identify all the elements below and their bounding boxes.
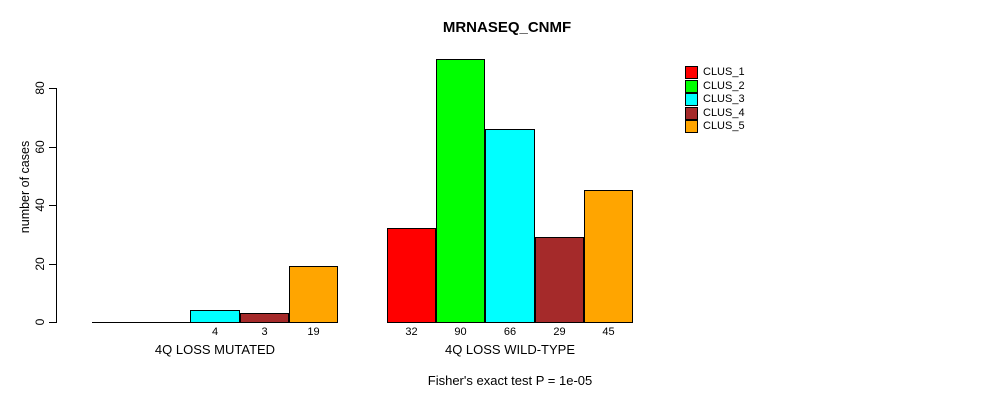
y-axis-tick — [49, 147, 56, 148]
y-axis-line — [56, 88, 57, 323]
bar-clus_3 — [190, 310, 240, 323]
legend-item: CLUS_4 — [685, 107, 745, 121]
legend-swatch-clus_4 — [685, 106, 698, 120]
legend-item: CLUS_1 — [685, 66, 745, 80]
y-axis-tick-label: 40 — [33, 198, 47, 212]
legend-item-label: CLUS_1 — [703, 66, 745, 78]
legend-item-label: CLUS_2 — [703, 79, 745, 92]
legend-item-label: CLUS_3 — [703, 93, 745, 105]
bar-value-label: 4 — [211, 326, 219, 338]
annotation-text: Fisher's exact test P = 1e-05 — [427, 373, 593, 388]
legend-swatch-clus_2 — [685, 79, 698, 93]
bar-clus_1 — [387, 228, 436, 323]
bar-clus_4 — [240, 313, 289, 323]
bar-clus_2 — [436, 59, 485, 323]
y-axis-tick-label: 0 — [33, 318, 47, 326]
bar-clus_5 — [289, 266, 338, 323]
bar-value-label: 66 — [503, 326, 517, 338]
legend: CLUS_1 CLUS_2 CLUS_3 CLUS_4 CLUS_5 — [685, 66, 745, 134]
y-axis-tick — [49, 264, 56, 265]
legend-item: CLUS_2 — [685, 80, 745, 94]
legend-item-label: CLUS_5 — [703, 120, 745, 132]
legend-swatch-clus_1 — [685, 66, 698, 80]
bar-value-label: 19 — [307, 326, 320, 338]
bar-value-label: 90 — [454, 326, 467, 338]
y-axis-tick-label: 60 — [33, 140, 47, 154]
bar-value-label: 29 — [553, 326, 566, 338]
y-axis-tick — [49, 88, 56, 89]
bar-value-label: 45 — [602, 326, 615, 338]
chart-title: MRNASEQ_CNMF — [442, 19, 572, 36]
legend-item: CLUS_3 — [685, 93, 745, 107]
y-axis-tick-label: 80 — [33, 81, 47, 95]
group-label: 4Q LOSS MUTATED — [154, 342, 276, 357]
legend-swatch-clus_3 — [685, 93, 698, 107]
y-axis-tick — [49, 205, 56, 206]
bar-clus_3 — [485, 129, 535, 323]
bar-value-label: 32 — [405, 326, 418, 338]
bar-clus_5 — [584, 190, 633, 323]
legend-item: CLUS_5 — [685, 120, 745, 134]
y-axis-tick — [49, 322, 56, 323]
group-label: 4Q LOSS WILD-TYPE — [444, 342, 576, 357]
legend-item-label: CLUS_4 — [703, 106, 745, 119]
bar-value-label: 3 — [261, 326, 268, 338]
y-axis-tick-label: 20 — [33, 257, 47, 271]
bar-clus_4 — [535, 237, 584, 323]
legend-swatch-clus_5 — [685, 120, 698, 134]
